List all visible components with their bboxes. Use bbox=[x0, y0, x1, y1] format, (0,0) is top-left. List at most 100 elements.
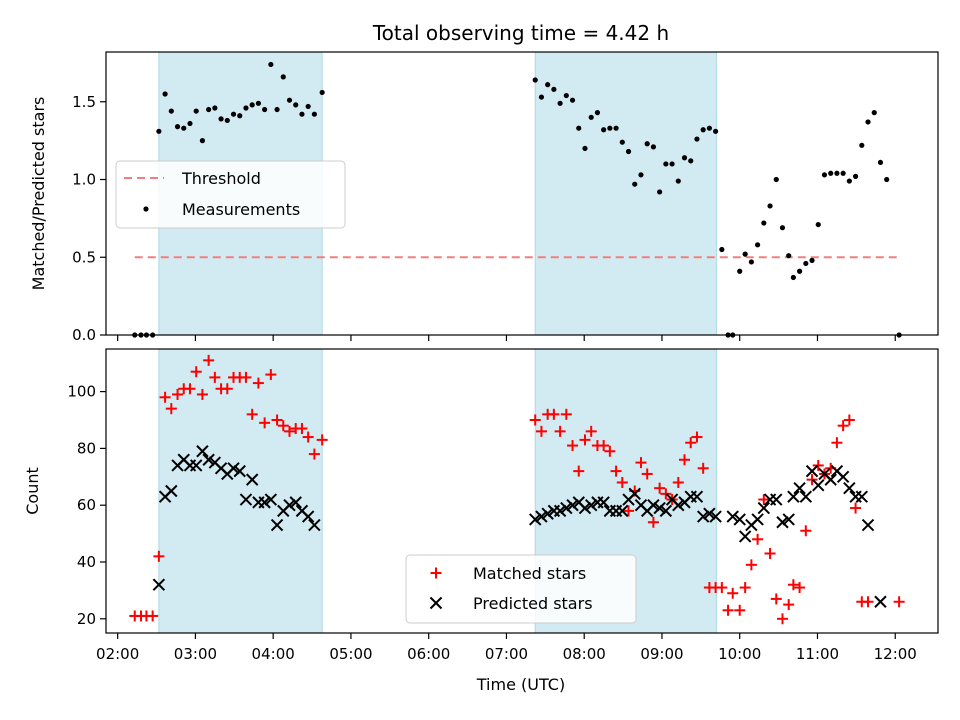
x-marker-56 bbox=[726, 510, 739, 523]
x-marker-60-b bbox=[751, 513, 764, 526]
plus-marker-75 bbox=[800, 525, 812, 537]
x-marker-0-b bbox=[152, 578, 166, 591]
plus-marker-10 bbox=[190, 366, 202, 378]
x-marker-63 bbox=[770, 493, 783, 506]
data-point-24 bbox=[280, 74, 286, 80]
plus-marker-62 bbox=[722, 604, 734, 616]
plus-marker-35 bbox=[554, 425, 566, 437]
data-point-34 bbox=[551, 86, 557, 92]
x-marker-12-b bbox=[227, 462, 240, 475]
plus-marker-15 bbox=[221, 383, 233, 395]
legend-box bbox=[405, 554, 637, 624]
data-point-50 bbox=[650, 144, 657, 150]
plus-marker-58 bbox=[697, 462, 709, 474]
x-marker-49 bbox=[672, 498, 685, 512]
data-point-58 bbox=[700, 127, 706, 133]
x-marker-79-b bbox=[874, 595, 887, 608]
counts-y-tick-label: 100 bbox=[67, 383, 96, 401]
x-marker-2 bbox=[165, 484, 178, 498]
counts-y-tick-label: 60 bbox=[77, 496, 96, 514]
x-marker-57-b bbox=[733, 513, 746, 526]
x-marker-12 bbox=[227, 462, 240, 475]
plus-marker-69 bbox=[764, 547, 776, 559]
shaded-window-1 bbox=[158, 348, 323, 634]
plus-marker-32 bbox=[535, 425, 547, 437]
plus-marker-65 bbox=[739, 582, 751, 594]
counts-y-tick-label: 80 bbox=[77, 439, 96, 457]
x-tick-label: 04:00 bbox=[252, 645, 295, 663]
x-marker-43-b bbox=[634, 498, 648, 512]
ratio-legend: Threshold Measurements bbox=[115, 160, 346, 229]
plus-marker-61 bbox=[716, 582, 728, 594]
x-marker-53 bbox=[696, 510, 710, 523]
x-marker-55 bbox=[709, 510, 722, 523]
x-marker-24-b bbox=[301, 510, 315, 523]
plus-marker-21 bbox=[259, 417, 271, 429]
counts-panel: 20 40 60 80 100 02:00 03:00 04:00 05:00 06:00 07:0… bbox=[23, 348, 939, 663]
x-marker-21-b bbox=[283, 498, 296, 512]
chart-title: Total observing time = 4.42 h bbox=[372, 21, 669, 45]
data-point-25 bbox=[286, 97, 293, 103]
x-marker-56-b bbox=[726, 510, 739, 523]
data-point-81 bbox=[840, 170, 846, 176]
data-point-52 bbox=[663, 161, 669, 167]
data-point-21 bbox=[262, 106, 268, 113]
x-marker-52 bbox=[690, 490, 704, 503]
data-point-48 bbox=[638, 172, 644, 178]
plus-marker-54 bbox=[672, 476, 684, 488]
plus-marker-80 bbox=[831, 437, 843, 449]
data-point-15 bbox=[224, 117, 230, 124]
x-marker-52-b bbox=[690, 490, 704, 503]
data-point-4 bbox=[156, 128, 162, 134]
plus-marker-27 bbox=[296, 423, 308, 435]
x-marker-19 bbox=[270, 518, 284, 532]
x-tick-label: 06:00 bbox=[407, 645, 450, 663]
plus-marker-25 bbox=[284, 425, 296, 437]
data-point-20 bbox=[255, 100, 262, 106]
x-marker-47 bbox=[659, 504, 673, 518]
data-point-64 bbox=[737, 268, 743, 274]
x-marker-34 bbox=[578, 501, 592, 515]
data-point-22 bbox=[268, 61, 274, 68]
x-tick-label: 07:00 bbox=[485, 645, 528, 663]
x-marker-4-b bbox=[177, 453, 190, 466]
x-marker-53-b bbox=[696, 510, 710, 523]
x-tick-label: 10:00 bbox=[718, 645, 761, 663]
x-marker-64 bbox=[776, 516, 789, 529]
plus-marker-44 bbox=[610, 465, 622, 477]
data-point-5 bbox=[162, 91, 168, 97]
x-marker-46-b bbox=[653, 501, 666, 515]
data-point-17 bbox=[237, 113, 243, 119]
x-marker-79 bbox=[874, 595, 887, 608]
legend-predicted-label: Predicted stars bbox=[473, 594, 593, 613]
x-tick-label: 11:00 bbox=[796, 645, 839, 663]
plus-marker-12 bbox=[203, 354, 215, 366]
counts-y-tick-label: 40 bbox=[77, 553, 96, 571]
x-marker-8 bbox=[202, 453, 215, 466]
x-marker-37-b bbox=[597, 496, 610, 509]
x-marker-66 bbox=[787, 490, 800, 503]
x-marker-31 bbox=[560, 501, 573, 515]
x-marker-78-b bbox=[861, 518, 875, 532]
plus-marker-28 bbox=[302, 431, 314, 443]
x-marker-7-b bbox=[196, 445, 209, 458]
x-marker-37 bbox=[597, 496, 610, 509]
data-point-35 bbox=[557, 100, 563, 106]
x-marker-31-b bbox=[560, 501, 573, 515]
data-point-71 bbox=[779, 225, 786, 231]
x-marker-73-b bbox=[830, 464, 844, 478]
x-marker-0 bbox=[152, 578, 166, 591]
x-tick-label: 12:00 bbox=[874, 645, 917, 663]
x-marker-54-b bbox=[703, 507, 716, 520]
plus-marker-66 bbox=[745, 559, 757, 571]
x-marker-23-b bbox=[295, 504, 309, 518]
plus-marker-7 bbox=[172, 388, 184, 400]
data-point-27 bbox=[299, 111, 305, 117]
x-marker-72 bbox=[824, 473, 837, 486]
x-tick-label: 09:00 bbox=[640, 645, 683, 663]
plus-marker-6 bbox=[165, 403, 177, 415]
x-marker-40-b bbox=[616, 504, 629, 518]
x-marker-18 bbox=[264, 493, 278, 506]
ratio-y-tick-label: 1.0 bbox=[72, 171, 96, 189]
x-tick-label: 08:00 bbox=[563, 645, 606, 663]
